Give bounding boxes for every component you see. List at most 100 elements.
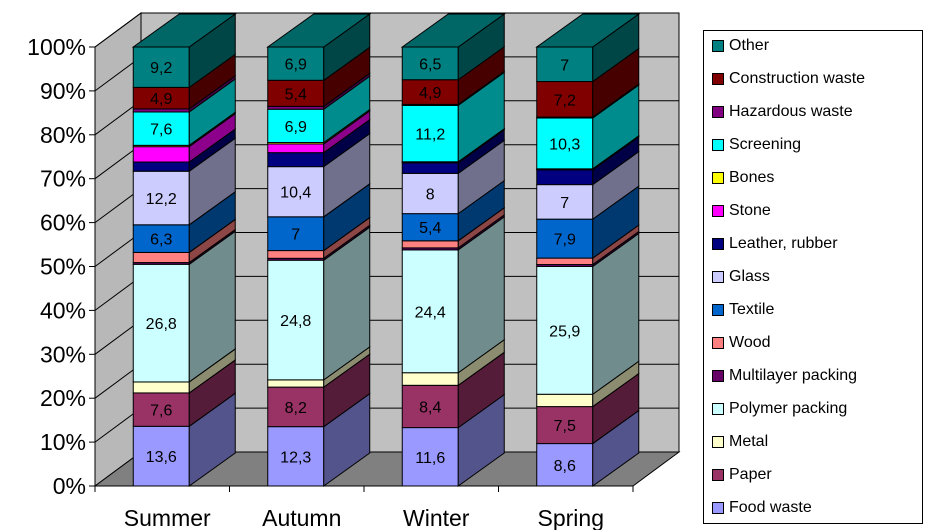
segment-leather-rubber bbox=[536, 169, 594, 186]
data-label: 7,2 bbox=[554, 92, 576, 109]
data-label: 11,6 bbox=[415, 450, 445, 467]
bar-autumn: 12,3 8,2 24,8 7 10,4 6,9 5,4 6,9 bbox=[266, 13, 372, 487]
segment-construction-waste bbox=[401, 79, 459, 105]
segment-paper bbox=[132, 392, 190, 427]
segment-paper bbox=[536, 406, 594, 445]
bar-summer: 13,6 7,6 26,8 6,3 12,2 7,6 4,9 9,2 bbox=[131, 13, 237, 487]
y-tick-label: 20% bbox=[40, 385, 86, 411]
data-label: 9,2 bbox=[150, 60, 172, 77]
legend-label: Screening bbox=[729, 136, 802, 153]
segment-stone bbox=[132, 146, 190, 163]
legend-item: Bones bbox=[712, 169, 774, 187]
segment-screening bbox=[267, 108, 325, 144]
data-label: 7,6 bbox=[150, 122, 172, 139]
x-tick-label: Summer bbox=[124, 505, 211, 530]
segment-wood bbox=[267, 250, 325, 259]
data-label: 24,4 bbox=[415, 304, 446, 321]
data-label: 5,4 bbox=[419, 220, 441, 237]
segment-textile bbox=[401, 213, 459, 242]
segment-other bbox=[401, 46, 459, 81]
data-label: 7 bbox=[560, 57, 569, 74]
legend-label: Stone bbox=[729, 202, 771, 219]
data-label: 7 bbox=[291, 227, 300, 244]
segment-other bbox=[267, 46, 325, 81]
legend-item: Textile bbox=[712, 301, 774, 319]
data-label: 24,8 bbox=[280, 313, 311, 330]
segment-polymer-packing bbox=[536, 266, 594, 395]
data-label: 6,5 bbox=[419, 56, 441, 73]
segment-paper bbox=[267, 386, 325, 428]
segment-polymer-packing bbox=[401, 249, 459, 374]
legend-swatch bbox=[712, 370, 724, 382]
legend-swatch bbox=[712, 403, 724, 415]
segment-other bbox=[536, 46, 594, 83]
legend-swatch bbox=[712, 436, 724, 448]
data-label: 5,4 bbox=[285, 86, 307, 103]
segment-metal bbox=[401, 372, 459, 386]
data-label: 4,9 bbox=[150, 91, 172, 108]
y-tick-label: 50% bbox=[40, 254, 86, 280]
segment-wood bbox=[536, 257, 594, 266]
bar-winter: 11,6 8,4 24,4 5,4 8 11,2 4,9 6,5 bbox=[400, 13, 506, 487]
legend-item: Construction waste bbox=[712, 70, 865, 88]
bar-top bbox=[535, 13, 641, 48]
x-tick-label: Autumn bbox=[262, 505, 341, 530]
legend-swatch bbox=[712, 271, 724, 283]
segment-metal bbox=[132, 381, 190, 394]
legend-swatch bbox=[712, 40, 724, 52]
segment-leather-rubber bbox=[401, 162, 459, 174]
legend-label: Paper bbox=[729, 466, 772, 483]
y-tick-label: 0% bbox=[53, 473, 86, 499]
y-tick-label: 60% bbox=[40, 210, 86, 236]
legend-label: Other bbox=[729, 37, 770, 54]
legend-item: Food waste bbox=[712, 499, 812, 517]
bar-spring: 8,6 7,5 25,9 7,9 7 10,3 7,2 7 bbox=[535, 13, 641, 487]
x-tick-label: Spring bbox=[538, 505, 604, 530]
legend-label: Metal bbox=[729, 433, 769, 450]
y-tick-label: 90% bbox=[40, 78, 86, 104]
bar-top bbox=[131, 13, 237, 48]
legend-swatch bbox=[712, 139, 724, 151]
legend-item: Metal bbox=[712, 433, 768, 451]
segment-food-waste bbox=[267, 426, 325, 487]
data-label: 8 bbox=[426, 187, 435, 204]
legend-label: Multilayer packing bbox=[729, 367, 858, 384]
legend-item: Paper bbox=[712, 466, 772, 484]
legend-item: Wood bbox=[712, 334, 771, 352]
segment-wood bbox=[132, 251, 190, 264]
segment-glass bbox=[267, 166, 325, 218]
data-label: 6,3 bbox=[150, 232, 172, 249]
segment-leather-rubber bbox=[267, 152, 325, 168]
y-tick-label: 80% bbox=[40, 122, 86, 148]
segment-paper bbox=[401, 384, 459, 429]
gridline bbox=[94, 12, 679, 48]
y-tick-label: 70% bbox=[40, 166, 86, 192]
data-label: 6,9 bbox=[285, 57, 307, 74]
legend: Other Construction waste Hazardous waste Sc… bbox=[703, 30, 923, 524]
segment-construction-waste bbox=[267, 79, 325, 107]
legend-swatch bbox=[712, 238, 724, 250]
data-label: 7,6 bbox=[150, 403, 172, 420]
legend-item: Multilayer packing bbox=[712, 367, 857, 385]
x-tick-label: Winter bbox=[403, 505, 470, 530]
legend-swatch bbox=[712, 106, 724, 118]
segment-metal bbox=[536, 393, 594, 408]
legend-item: Glass bbox=[712, 268, 770, 286]
segment-stone bbox=[267, 143, 325, 154]
legend-swatch bbox=[712, 172, 724, 184]
legend-label: Wood bbox=[729, 334, 771, 351]
legend-item: Other bbox=[712, 37, 769, 55]
y-tick-label: 30% bbox=[40, 341, 86, 367]
data-label: 7,5 bbox=[554, 418, 576, 435]
legend-label: Leather, rubber bbox=[729, 235, 838, 252]
segment-screening bbox=[401, 104, 459, 163]
legend-swatch bbox=[712, 502, 724, 514]
segment-textile bbox=[267, 216, 325, 252]
data-label: 8,4 bbox=[419, 399, 441, 416]
bar-top bbox=[400, 13, 506, 48]
segment-food-waste bbox=[536, 443, 594, 487]
legend-label: Construction waste bbox=[729, 70, 866, 87]
segment-metal bbox=[267, 379, 325, 388]
data-label: 13,6 bbox=[146, 449, 177, 466]
